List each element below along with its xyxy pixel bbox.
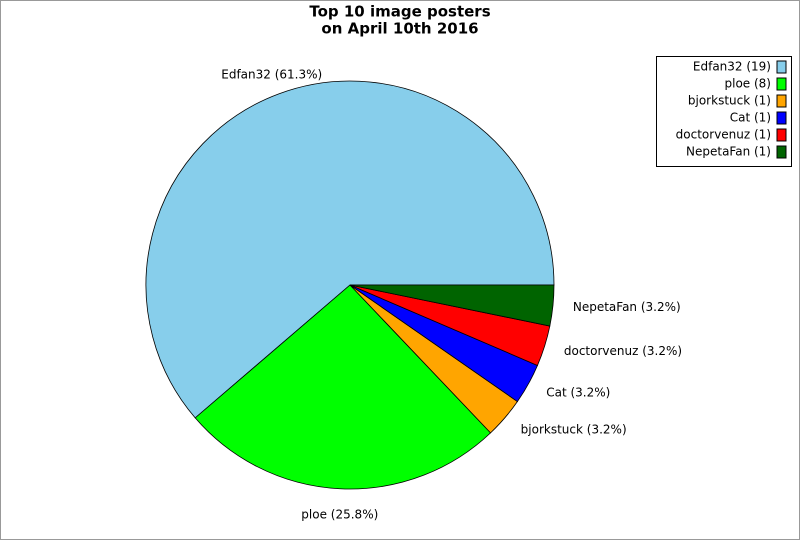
legend-label: bjorkstuck (1) — [688, 94, 771, 108]
legend-swatch — [776, 77, 787, 91]
legend-box — [656, 56, 792, 167]
slice-label: ploe (25.8%) — [301, 507, 378, 521]
pie-slice — [194, 284, 492, 490]
slice-label: doctorvenuz (3.2%) — [564, 344, 682, 358]
legend-label: NepetaFan (1) — [686, 145, 771, 159]
chart-subtitle: on April 10th 2016 — [321, 20, 478, 38]
legend-swatch — [776, 94, 787, 108]
legend-label: Cat (1) — [730, 111, 771, 125]
legend-swatch — [776, 111, 787, 125]
chart-title: Top 10 image posters — [309, 3, 490, 21]
legend-label: Edfan32 (19) — [693, 60, 771, 74]
legend-label: doctorvenuz (1) — [676, 128, 771, 142]
slice-label: NepetaFan (3.2%) — [573, 300, 681, 314]
legend-swatch — [776, 145, 787, 159]
slice-label: Edfan32 (61.3%) — [221, 68, 322, 82]
slice-label: Cat (3.2%) — [546, 386, 610, 400]
legend-swatch — [776, 128, 787, 142]
legend-swatch — [776, 60, 787, 74]
pie-slice — [145, 80, 555, 419]
pie-slice — [349, 284, 555, 327]
legend-label: ploe (8) — [725, 77, 772, 91]
slice-label: bjorkstuck (3.2%) — [521, 423, 627, 437]
